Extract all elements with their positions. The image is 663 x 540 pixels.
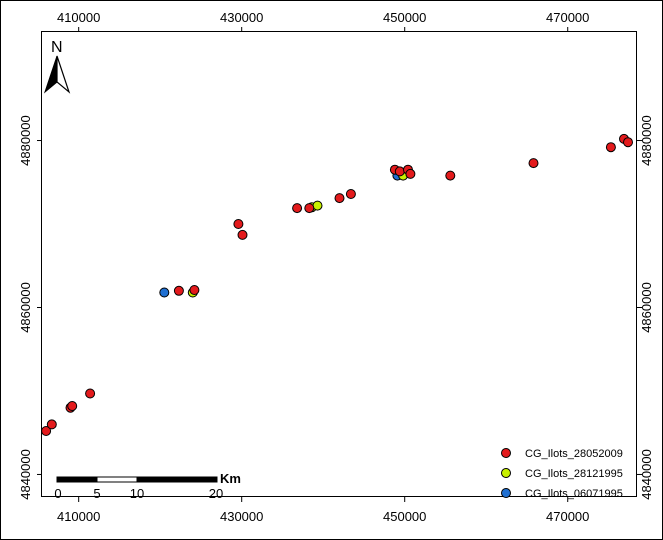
map-point (445, 170, 456, 181)
x-axis-bottom: 410000 430000 450000 470000 (57, 497, 589, 524)
map-point (623, 137, 633, 148)
plot-frame (41, 31, 637, 497)
map-point (46, 419, 57, 430)
scale-label-5: 5 (93, 486, 100, 501)
y-axis-right: 4840000 4860000 4880000 (637, 115, 654, 500)
map-point (304, 203, 315, 214)
y-tick-label-left: 4880000 (18, 115, 33, 166)
series-CG_Ilots_28052009 (41, 133, 633, 436)
map-point (528, 158, 539, 169)
legend-marker-06071995 (501, 488, 511, 498)
map-point (292, 203, 303, 214)
scale-label-0: 0 (54, 486, 61, 501)
map-point (405, 168, 416, 179)
scale-bar: Km 0 5 10 20 (54, 471, 241, 501)
map-point (85, 388, 96, 399)
map-point (394, 166, 405, 177)
map-point (173, 285, 184, 296)
y-axis-left: 4840000 4860000 4880000 (18, 115, 42, 500)
x-tick-label-bottom: 470000 (546, 509, 589, 524)
scale-unit: Km (220, 471, 241, 486)
scale-segment-1 (56, 476, 98, 483)
legend: CG_Ilots_28052009 CG_Ilots_28121995 CG_I… (501, 448, 623, 500)
points-layer (41, 133, 633, 436)
y-tick-label-right: 4840000 (639, 449, 654, 500)
map-point (67, 401, 78, 411)
x-tick-label-top: 410000 (57, 10, 100, 25)
map-point (233, 219, 244, 229)
map-point (605, 142, 616, 153)
x-axis-top: 410000 430000 450000 470000 (57, 10, 589, 32)
map-point (41, 426, 52, 436)
scale-segment-2 (96, 476, 138, 483)
x-tick-label-top: 470000 (546, 10, 589, 25)
map-point (345, 189, 356, 199)
legend-marker-28052009 (501, 448, 511, 458)
x-tick-label-top: 430000 (220, 10, 263, 25)
map-point (237, 229, 248, 240)
map-point (159, 287, 170, 298)
scale-label-20: 20 (209, 486, 223, 501)
x-tick-label-bottom: 410000 (57, 509, 100, 524)
north-arrow: N (43, 39, 71, 94)
scale-segment-3 (136, 476, 218, 483)
map-point (189, 285, 200, 295)
legend-label-28121995: CG_Ilots_28121995 (525, 468, 623, 480)
north-arrow-icon-right-half (56, 55, 71, 94)
legend-marker-28121995 (501, 468, 511, 478)
y-tick-label-left: 4860000 (18, 282, 33, 333)
y-tick-label-left: 4840000 (18, 449, 33, 500)
x-tick-label-bottom: 430000 (220, 509, 263, 524)
y-tick-label-right: 4860000 (639, 282, 654, 333)
north-arrow-label: N (51, 39, 63, 56)
map-point (312, 200, 323, 211)
y-tick-label-right: 4880000 (639, 115, 654, 166)
x-tick-label-bottom: 450000 (383, 509, 426, 524)
legend-label-28052009: CG_Ilots_28052009 (525, 448, 623, 460)
x-tick-label-top: 450000 (383, 10, 426, 25)
legend-label-06071995: CG_Ilots_06071995 (525, 488, 623, 500)
scale-label-10: 10 (130, 486, 144, 501)
map-point (334, 193, 345, 204)
